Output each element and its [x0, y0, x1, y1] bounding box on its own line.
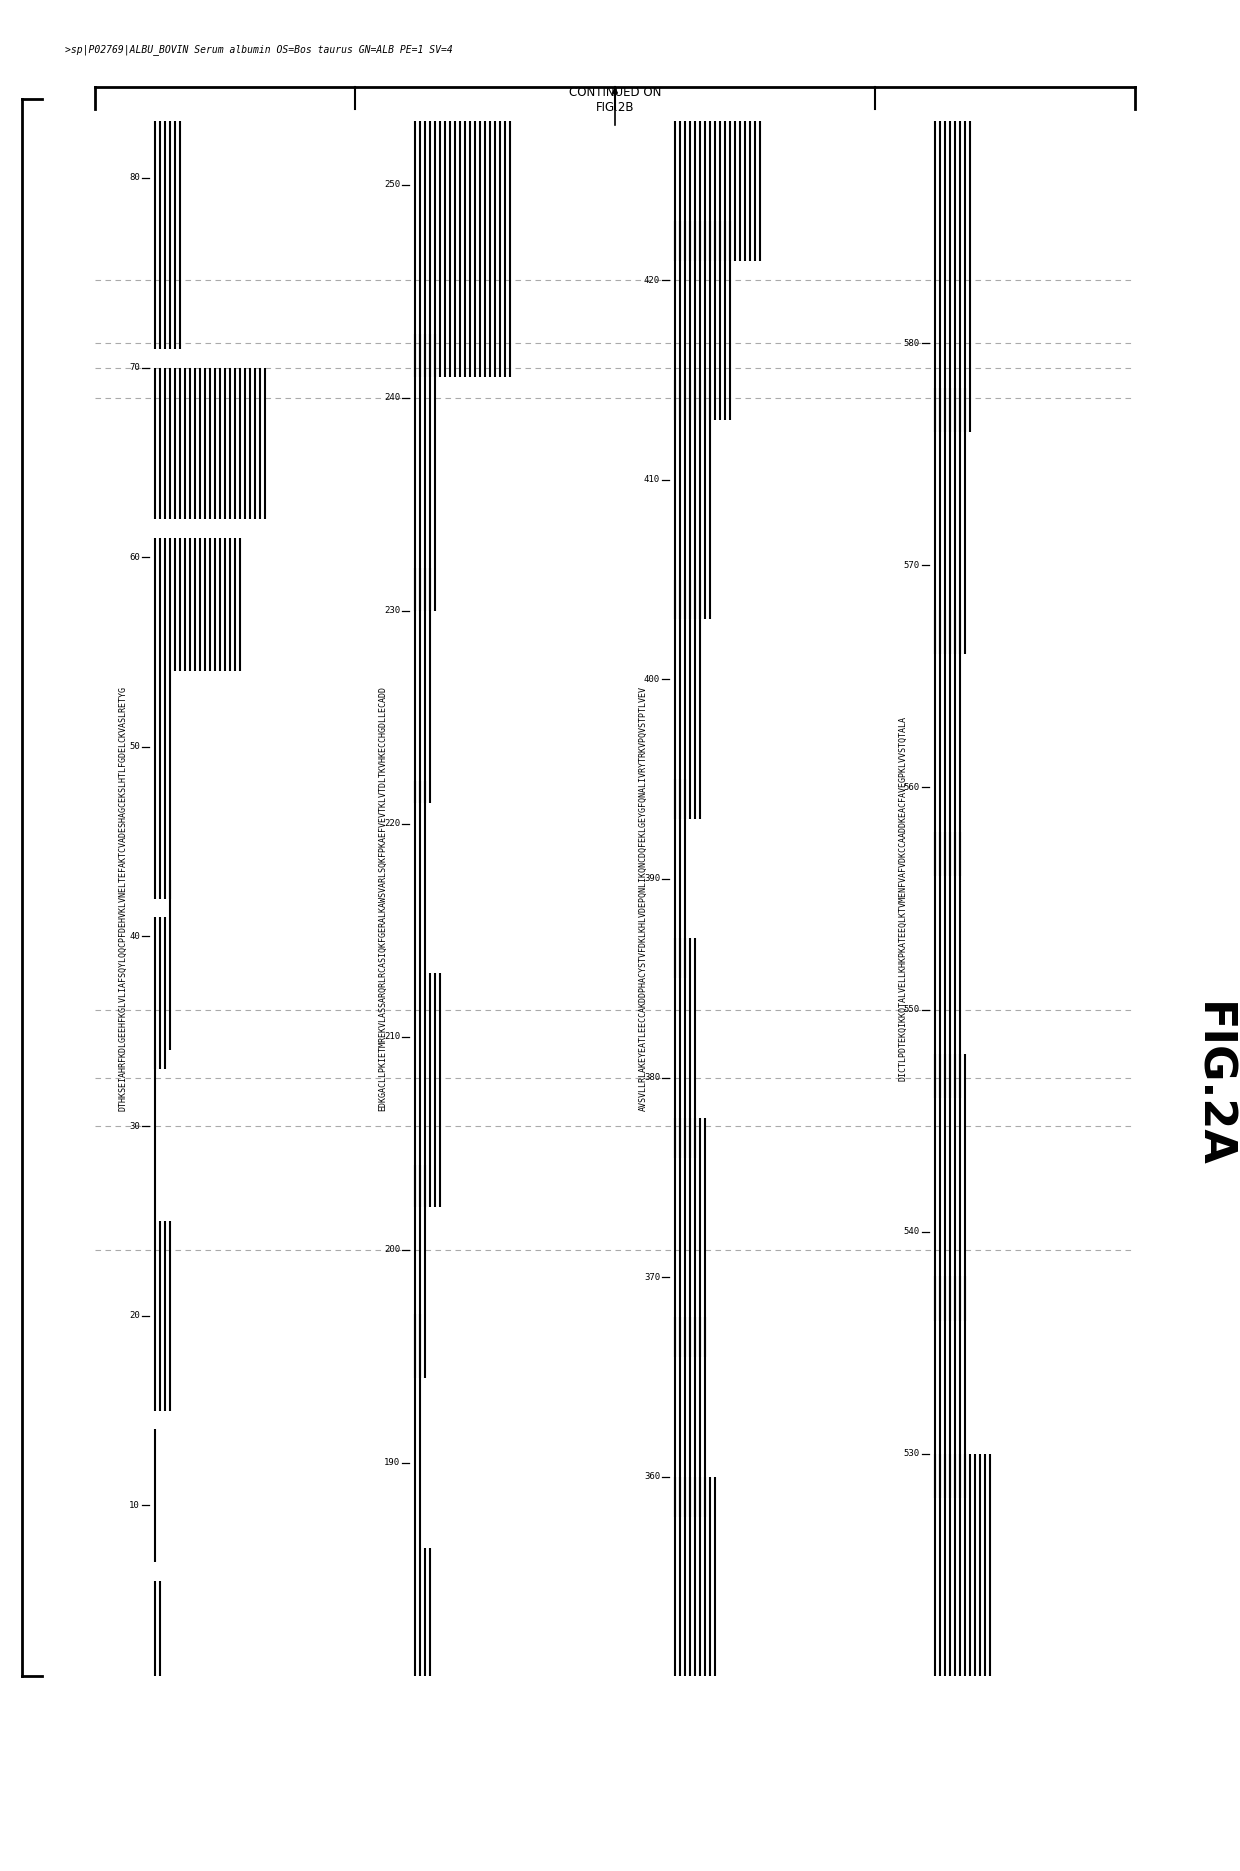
Text: 190: 190 — [384, 1459, 401, 1467]
Text: 60: 60 — [129, 552, 140, 561]
Text: 410: 410 — [644, 475, 660, 485]
Text: DTHKSEIAHRFKDLGEEHFKGLVLIAFSQYLQQCPFDEHVKLVNELTEFAKTCVADESHAGCEKSLHTLFGDELCKVASL: DTHKSEIAHRFKDLGEEHFKGLVLIAFSQYLQQCPFDEHV… — [119, 687, 128, 1111]
Text: 360: 360 — [644, 1472, 660, 1482]
Text: 30: 30 — [129, 1121, 140, 1130]
Text: >sp|P02769|ALBU_BOVIN Serum albumin OS=Bos taurus GN=ALB PE=1 SV=4: >sp|P02769|ALBU_BOVIN Serum albumin OS=B… — [64, 45, 453, 56]
Text: AVSVLLRLAKEYEATLEECCAKDDPHACYSTVFDKLKHLVDEPQNLIKQNCDQFEKLGEYGFQNALIVRYTRKVPQVSTP: AVSVLLRLAKEYEATLEECCAKDDPHACYSTVFDKLKHLV… — [639, 687, 647, 1111]
Text: 40: 40 — [129, 932, 140, 941]
Text: 400: 400 — [644, 675, 660, 683]
Text: 370: 370 — [644, 1272, 660, 1282]
Text: 20: 20 — [129, 1312, 140, 1321]
Text: 420: 420 — [644, 277, 660, 284]
Text: CONTINUED ON
FIG.2B: CONTINUED ON FIG.2B — [569, 86, 661, 114]
Text: 380: 380 — [644, 1074, 660, 1083]
Text: 10: 10 — [129, 1501, 140, 1510]
Text: 250: 250 — [384, 180, 401, 189]
Text: EDKGACLLPKIETMREKVLASSARQRLRCASIQKFGERALKAWSVARLSQKFPKAEFVEVTKLVTDLTKVHKECCHGDLL: EDKGACLLPKIETMREKVLASSARQRLRCASIQKFGERAL… — [378, 687, 387, 1111]
Text: 560: 560 — [904, 782, 920, 791]
Text: 80: 80 — [129, 174, 140, 181]
Text: 570: 570 — [904, 561, 920, 571]
Text: 210: 210 — [384, 1033, 401, 1042]
Text: 50: 50 — [129, 743, 140, 752]
Text: DICTLPDTEKQIKKQTALVELLKHKPKATEEQLKTVMENFVAFVDKCCAADDKEACFAVEGPKLVVSTQTALA: DICTLPDTEKQIKKQTALVELLKHKPKATEEQLKTVMENF… — [899, 717, 908, 1081]
Text: 200: 200 — [384, 1246, 401, 1254]
Text: 530: 530 — [904, 1450, 920, 1458]
Text: FIG.2A: FIG.2A — [1190, 1003, 1234, 1168]
Text: 550: 550 — [904, 1005, 920, 1014]
Text: 240: 240 — [384, 393, 401, 402]
Text: 540: 540 — [904, 1227, 920, 1237]
Text: 580: 580 — [904, 339, 920, 348]
Text: 220: 220 — [384, 819, 401, 829]
Text: 70: 70 — [129, 363, 140, 372]
Text: 230: 230 — [384, 606, 401, 616]
Text: 390: 390 — [644, 874, 660, 883]
